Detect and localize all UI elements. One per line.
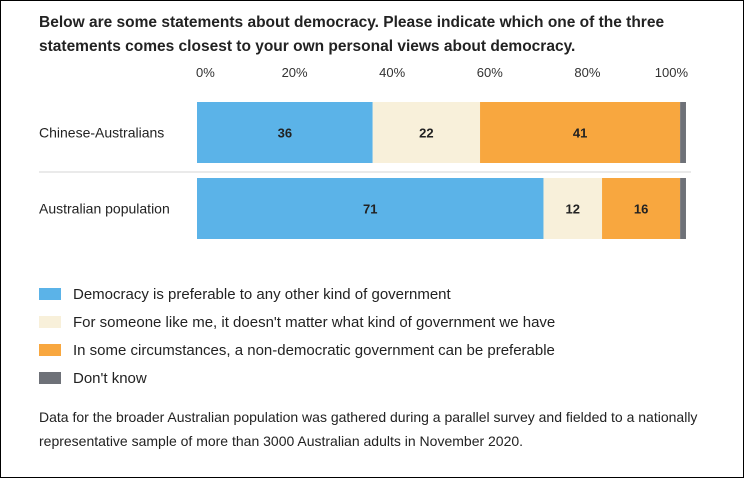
data-label: 12: [566, 202, 580, 217]
category-label: Chinese-Australians: [39, 125, 164, 141]
bar-segment: [197, 102, 373, 163]
data-label: 22: [419, 126, 433, 141]
bar-segment: [680, 178, 686, 239]
data-label: 16: [634, 202, 648, 217]
x-tick-label: 0%: [196, 65, 215, 80]
bar-segment: [543, 178, 603, 239]
legend-item-does-not-matter: For someone like me, it doesn't matter w…: [39, 308, 719, 336]
bar-segment: [197, 178, 544, 239]
legend-swatch-democracy-preferable: [39, 288, 61, 300]
bar-segment: [680, 102, 686, 163]
data-label: 41: [573, 126, 587, 141]
stacked-bar-chart: 0% 20% 40% 60% 80% 100% Chinese-Australians 36 2…: [39, 65, 691, 239]
bar-segment: [602, 178, 681, 239]
footnote: Data for the broader Australian populati…: [39, 409, 698, 449]
x-tick-label: 60%: [477, 65, 503, 80]
x-tick-label: 80%: [574, 65, 600, 80]
legend-swatch-does-not-matter: [39, 316, 61, 328]
x-tick-label: 100%: [655, 65, 689, 80]
legend-swatch-non-democratic-preferable: [39, 344, 61, 356]
legend: Democracy is preferable to any other kin…: [39, 280, 719, 392]
legend-item-democracy-preferable: Democracy is preferable to any other kin…: [39, 280, 719, 308]
legend-label: In some circumstances, a non-democratic …: [73, 341, 555, 359]
legend-swatch-dont-know: [39, 372, 61, 384]
legend-item-dont-know: Don't know: [39, 364, 719, 392]
data-label: 71: [363, 202, 377, 217]
legend-label: For someone like me, it doesn't matter w…: [73, 313, 556, 331]
data-label: 36: [278, 126, 292, 141]
bar-segment: [480, 102, 681, 163]
legend-item-non-democratic-preferable: In some circumstances, a non-democratic …: [39, 336, 719, 364]
category-label: Australian population: [39, 201, 170, 217]
x-tick-label: 20%: [282, 65, 308, 80]
x-tick-label: 40%: [379, 65, 405, 80]
legend-label: Democracy is preferable to any other kin…: [73, 285, 451, 303]
chart-title: Below are some statements about democrac…: [39, 14, 665, 55]
bar-segment: [372, 102, 481, 163]
legend-label: Don't know: [73, 369, 147, 387]
